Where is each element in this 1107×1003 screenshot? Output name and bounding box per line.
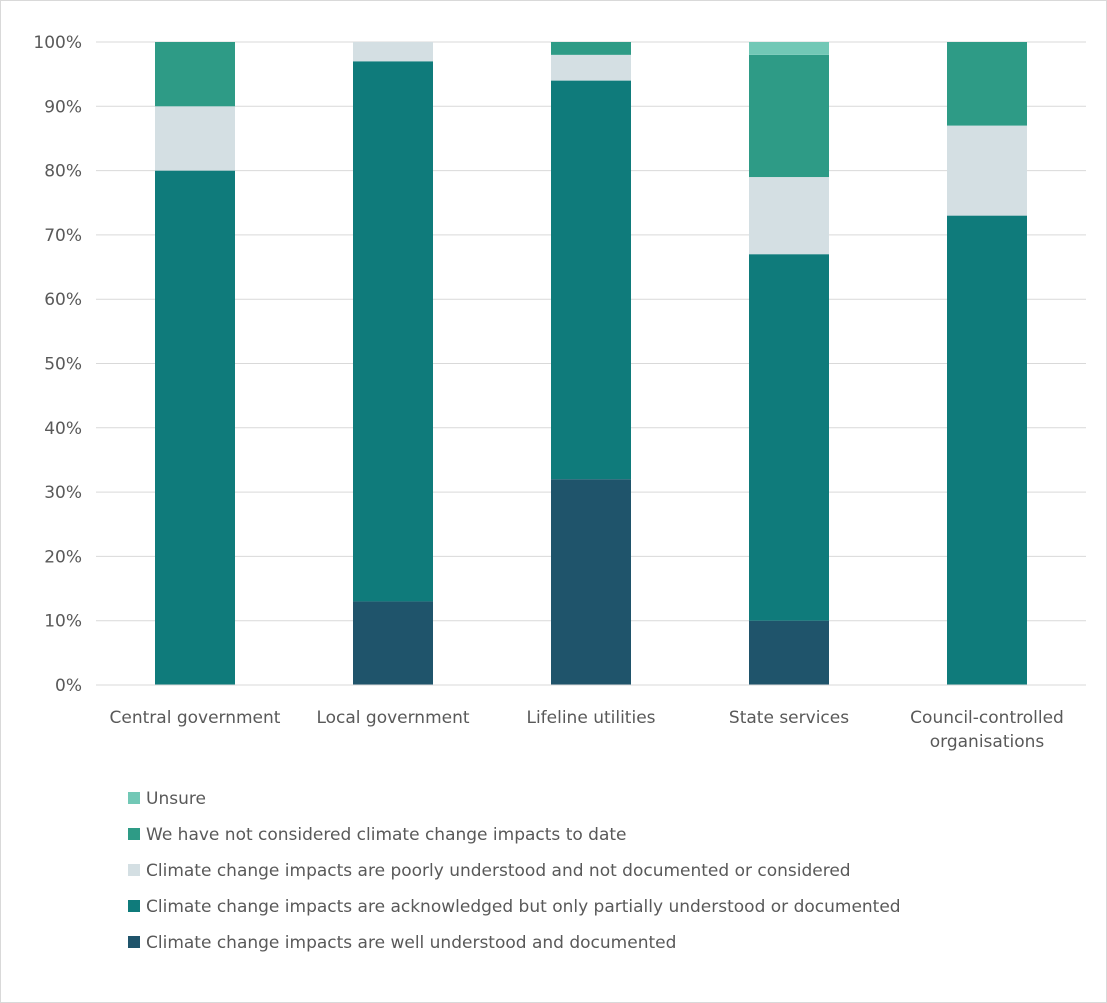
legend-swatch xyxy=(128,828,140,840)
bar-segments xyxy=(155,42,1027,686)
legend-label: Climate change impacts are well understo… xyxy=(146,933,676,953)
y-tick-labels: 0% 10% 20% 30% 40% 50% 60% 70% 80% 90% 100% xyxy=(33,33,82,696)
bar-segment xyxy=(551,479,631,685)
y-tick-label: 50% xyxy=(44,355,82,375)
bar-segment xyxy=(947,215,1027,686)
bar-segment xyxy=(155,106,235,171)
bar-segment xyxy=(155,170,235,686)
y-tick-label: 70% xyxy=(44,226,82,246)
y-tick-label: 40% xyxy=(44,419,82,439)
legend-label: Climate change impacts are acknowledged … xyxy=(146,897,901,917)
y-tick-label: 60% xyxy=(44,290,82,310)
bar-segment xyxy=(353,42,433,62)
bar-segment xyxy=(551,54,631,81)
y-tick-label: 10% xyxy=(44,612,82,632)
bar-segment xyxy=(551,42,631,55)
bar-segment xyxy=(353,601,433,685)
category-label-line: Council-controlled xyxy=(910,708,1064,728)
bar-segment xyxy=(947,125,1027,216)
bar-segment xyxy=(749,620,829,685)
y-tick-label: 100% xyxy=(33,33,82,53)
bar-segment xyxy=(749,254,829,621)
y-tick-label: 0% xyxy=(55,676,82,696)
category-label-line: State services xyxy=(729,708,849,728)
category-label: State services xyxy=(729,708,849,728)
bar-segment xyxy=(551,80,631,480)
category-labels: Central government Local government Lifeli… xyxy=(110,708,1064,752)
category-label: Lifeline utilities xyxy=(526,708,655,728)
legend-label: Unsure xyxy=(146,789,206,809)
bar-segment xyxy=(749,42,829,55)
category-label-line: organisations xyxy=(930,732,1045,752)
legend-label: We have not considered climate change im… xyxy=(146,825,627,845)
legend: Unsure We have not considered climate cha… xyxy=(128,789,901,953)
category-label: Central government xyxy=(110,708,281,728)
legend-label: Climate change impacts are poorly unders… xyxy=(146,861,851,881)
y-tick-label: 90% xyxy=(44,97,82,117)
legend-swatch xyxy=(128,864,140,876)
y-tick-label: 20% xyxy=(44,547,82,567)
legend-swatch xyxy=(128,936,140,948)
category-label-line: Lifeline utilities xyxy=(526,708,655,728)
category-label: Council-controlled organisations xyxy=(910,708,1064,752)
bar-segment xyxy=(749,177,829,255)
category-label: Local government xyxy=(316,708,469,728)
y-tick-label: 30% xyxy=(44,483,82,503)
legend-swatch xyxy=(128,792,140,804)
bar-segment xyxy=(353,61,433,602)
y-tick-label: 80% xyxy=(44,162,82,182)
category-label-line: Local government xyxy=(316,708,469,728)
category-label-line: Central government xyxy=(110,708,281,728)
bar-segment xyxy=(749,54,829,178)
legend-swatch xyxy=(128,900,140,912)
bar-segment xyxy=(947,42,1027,126)
bar-segment xyxy=(155,42,235,107)
